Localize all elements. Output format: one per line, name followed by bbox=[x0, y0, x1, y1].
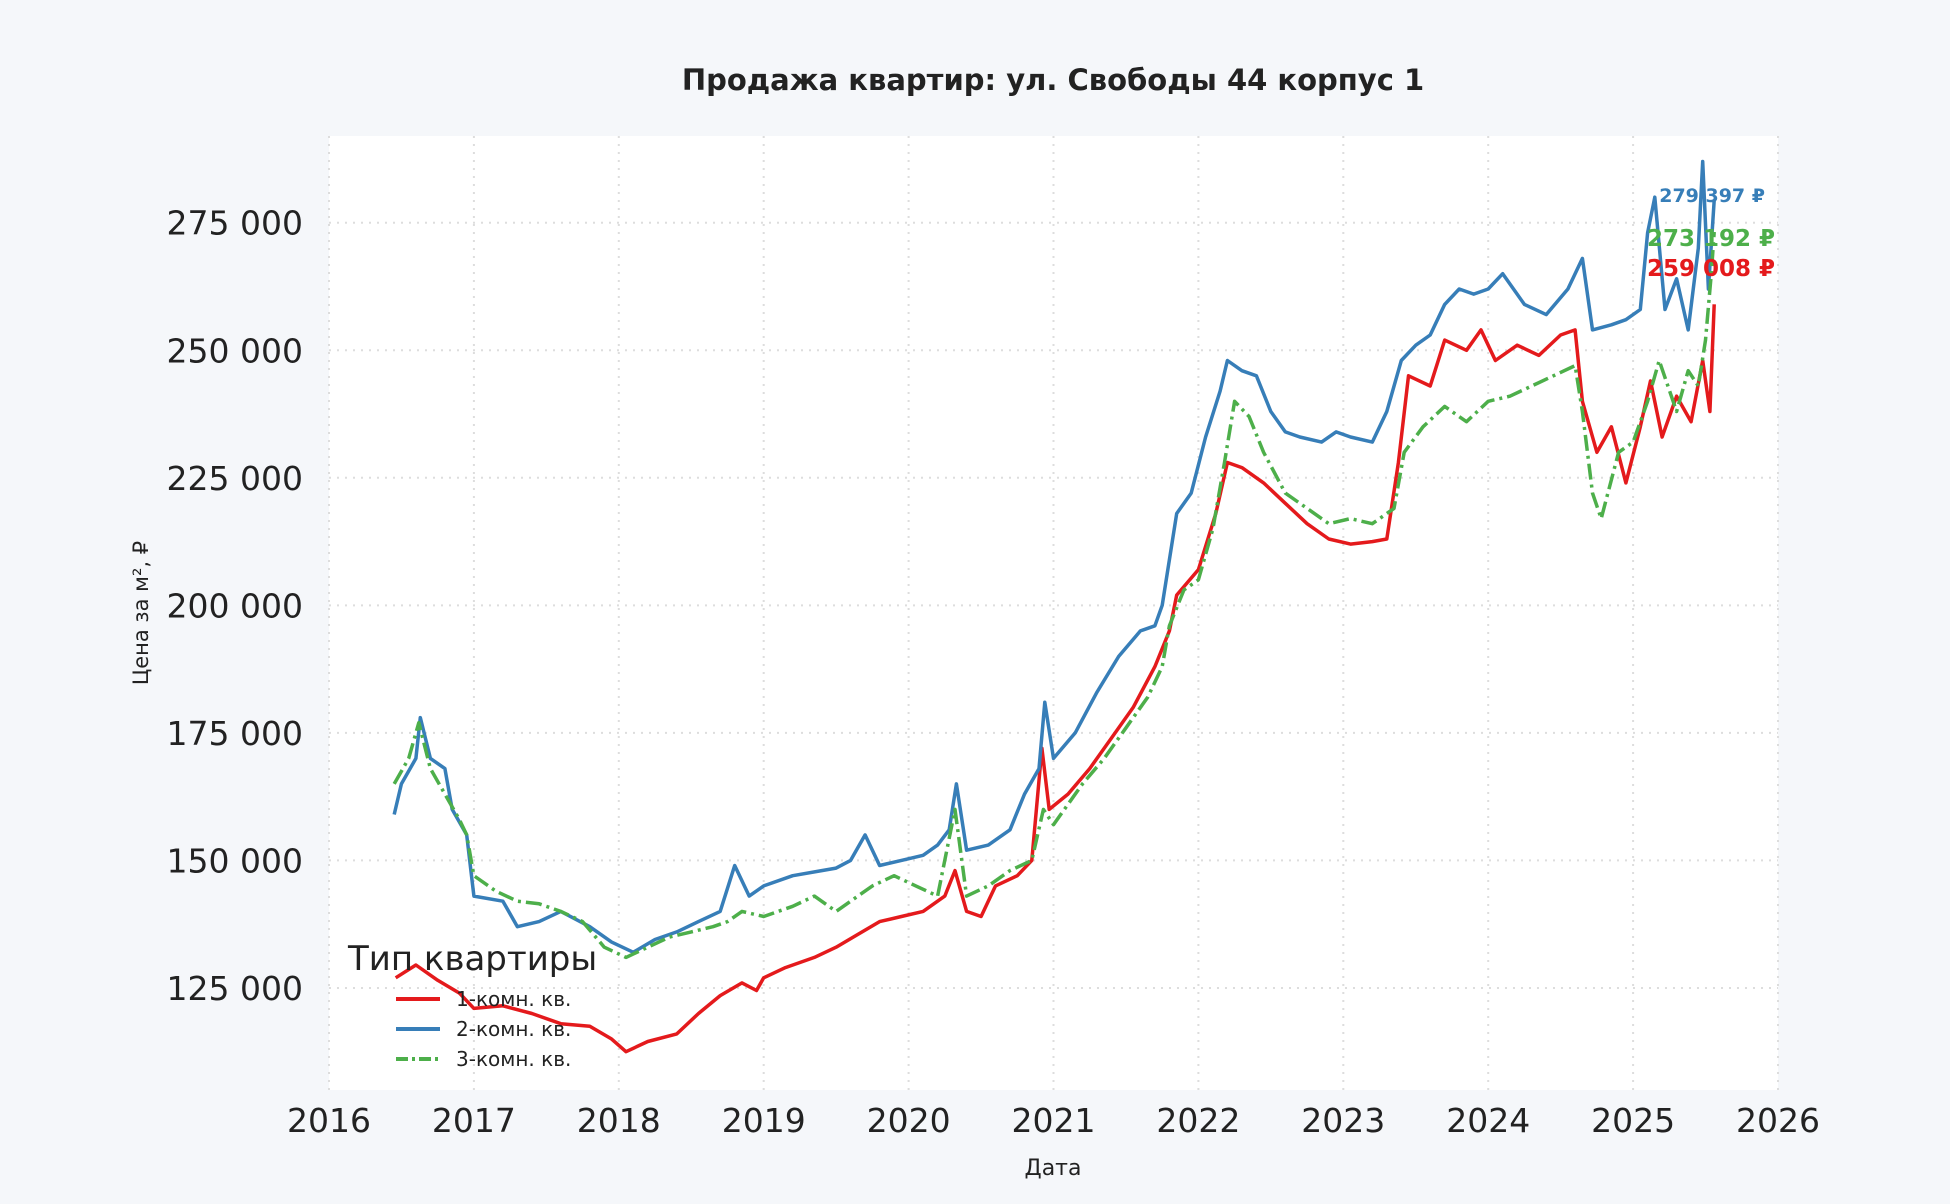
x-tick-label: 2025 bbox=[1591, 1101, 1675, 1140]
x-tick-label: 2022 bbox=[1156, 1101, 1240, 1140]
legend-title: Тип квартиры bbox=[347, 939, 597, 979]
y-axis-label: Цена за м², ₽ bbox=[129, 541, 153, 685]
series-end-label-3: 273 192 ₽ bbox=[1647, 226, 1775, 252]
x-tick-label: 2024 bbox=[1446, 1101, 1530, 1140]
series-line-2 bbox=[392, 159, 1716, 955]
grid bbox=[328, 136, 1779, 1090]
y-tick-label: 225 000 bbox=[167, 459, 303, 498]
x-tick-label: 2026 bbox=[1736, 1101, 1820, 1140]
legend-items: 1-комн. кв. 2-комн. кв. 3-комн. кв. bbox=[396, 987, 571, 1071]
plot-area bbox=[329, 136, 1778, 1090]
y-tick-label: 175 000 bbox=[167, 714, 303, 753]
y-tick-label: 200 000 bbox=[167, 586, 303, 625]
series-line-3 bbox=[392, 231, 1716, 960]
chart-title: Продажа квартир: ул. Свободы 44 корпус 1 bbox=[682, 63, 1424, 97]
legend-label-2: 2-комн. кв. bbox=[456, 1017, 571, 1041]
legend-label-3: 3-комн. кв. bbox=[456, 1047, 571, 1071]
end-labels: 259 008 ₽ 279 397 ₽ 273 192 ₽ bbox=[1647, 185, 1775, 282]
x-axis-label: Дата bbox=[1025, 1156, 1082, 1181]
x-tick-label: 2023 bbox=[1301, 1101, 1385, 1140]
y-tick-label: 125 000 bbox=[167, 969, 303, 1008]
y-tick-label: 250 000 bbox=[167, 331, 303, 370]
x-tick-label: 2020 bbox=[867, 1101, 951, 1140]
x-axis-ticks: 2016 2017 2018 2019 2020 2021 2022 2023 2024 2025… bbox=[287, 1101, 1820, 1140]
series-line-1 bbox=[394, 304, 1716, 1054]
x-tick-label: 2017 bbox=[432, 1101, 516, 1140]
series-end-label-1: 259 008 ₽ bbox=[1647, 256, 1775, 282]
series-layer bbox=[392, 159, 1716, 1054]
legend-label-1: 1-комн. кв. bbox=[456, 987, 571, 1011]
x-tick-label: 2018 bbox=[577, 1101, 661, 1140]
legend: Тип квартиры 1-комн. кв. 2-комн. кв. 3-ком… bbox=[347, 939, 597, 1071]
x-tick-label: 2016 bbox=[287, 1101, 371, 1140]
series-end-label-2: 279 397 ₽ bbox=[1659, 185, 1765, 207]
x-tick-label: 2019 bbox=[722, 1101, 806, 1140]
x-tick-label: 2021 bbox=[1012, 1101, 1096, 1140]
y-axis-ticks: 125 000 150 000 175 000 200 000 225 000 250 0… bbox=[167, 204, 303, 1008]
y-tick-label: 275 000 bbox=[167, 204, 303, 243]
y-tick-label: 150 000 bbox=[167, 841, 303, 880]
